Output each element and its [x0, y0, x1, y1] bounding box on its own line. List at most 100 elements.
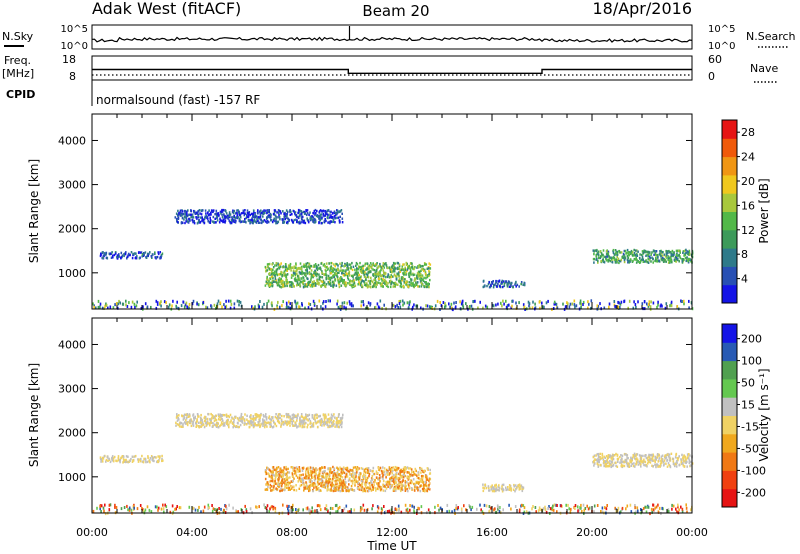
data-cell	[330, 220, 332, 222]
data-cell	[399, 280, 401, 282]
data-cell	[368, 276, 370, 278]
data-cell	[267, 265, 269, 267]
data-cell	[680, 257, 682, 259]
data-cell	[309, 263, 311, 265]
data-cell	[291, 274, 293, 276]
data-cell	[632, 260, 634, 262]
data-cell	[256, 218, 258, 220]
data-cell	[229, 215, 231, 217]
data-cell	[650, 461, 652, 463]
data-cell	[359, 277, 361, 279]
data-cell	[340, 418, 342, 420]
data-cell	[515, 484, 517, 486]
data-cell	[278, 266, 280, 268]
data-cell	[362, 488, 364, 490]
data-cell	[292, 266, 294, 268]
data-cell	[356, 481, 358, 483]
data-cell	[271, 485, 273, 487]
data-cell	[213, 221, 215, 223]
data-cell	[292, 418, 294, 420]
data-cell	[359, 266, 361, 268]
data-cell	[289, 476, 291, 478]
data-cell	[338, 478, 340, 480]
data-cell	[385, 490, 387, 492]
data-cell	[308, 477, 310, 479]
data-cell	[269, 268, 271, 270]
data-cell	[280, 278, 282, 280]
colorbar-segment	[722, 212, 737, 231]
data-cell	[273, 488, 275, 490]
data-cell	[329, 278, 331, 280]
data-cell	[118, 457, 120, 459]
data-cell	[164, 300, 166, 303]
data-cell	[423, 470, 425, 472]
data-cell	[282, 421, 284, 423]
data-cell	[184, 222, 186, 224]
data-cell	[269, 475, 271, 477]
data-cell	[341, 209, 343, 211]
data-cell	[364, 483, 366, 485]
data-cell	[638, 463, 640, 465]
data-cell	[301, 268, 303, 270]
data-cell	[444, 302, 446, 305]
data-cell	[279, 413, 281, 415]
data-cell	[198, 415, 200, 417]
data-cell	[312, 484, 314, 486]
data-cell	[211, 305, 213, 308]
data-cell	[381, 486, 383, 488]
data-cell	[276, 425, 278, 427]
data-cell	[428, 286, 430, 288]
data-cell	[374, 473, 376, 475]
data-cell	[671, 301, 673, 304]
data-cell	[258, 414, 260, 416]
data-cell	[272, 285, 274, 287]
data-cell	[286, 281, 288, 283]
data-cell	[376, 269, 378, 271]
data-cell	[274, 480, 276, 482]
data-cell	[336, 285, 338, 287]
data-cell	[254, 422, 256, 424]
data-cell	[655, 466, 657, 468]
data-cell	[621, 251, 623, 253]
data-cell	[273, 421, 275, 423]
data-cell	[324, 482, 326, 484]
data-cell	[184, 414, 186, 416]
data-cell	[264, 219, 266, 221]
data-cell	[393, 474, 395, 476]
data-cell	[386, 471, 388, 473]
nsearch-label: N.Search	[746, 30, 796, 43]
data-cell	[618, 306, 620, 309]
data-cell	[322, 475, 324, 477]
data-cell	[505, 487, 507, 489]
data-cell	[288, 264, 290, 266]
data-cell	[345, 282, 347, 284]
data-cell	[93, 306, 95, 309]
data-cell	[298, 209, 300, 211]
data-cell	[275, 416, 277, 418]
nave-tick-bottom: 0	[708, 70, 715, 83]
data-cell	[266, 269, 268, 271]
data-cell	[633, 249, 635, 251]
data-cell	[216, 419, 218, 421]
colorbar-segment	[722, 120, 737, 139]
data-cell	[295, 279, 297, 281]
data-cell	[508, 304, 510, 307]
data-cell	[405, 490, 407, 492]
data-cell	[264, 421, 266, 423]
data-cell	[316, 279, 318, 281]
data-cell	[409, 475, 411, 477]
data-cell	[277, 274, 279, 276]
data-cell	[515, 302, 517, 305]
data-cell	[424, 263, 426, 265]
data-cell	[280, 468, 282, 470]
data-cell	[331, 414, 333, 416]
data-cell	[306, 217, 308, 219]
data-cell	[201, 209, 203, 211]
colorbar-tick-label: 16	[741, 199, 755, 212]
data-cell	[673, 458, 675, 460]
data-cell	[497, 303, 499, 306]
data-cell	[295, 267, 297, 269]
data-cell	[422, 482, 424, 484]
data-cell	[391, 265, 393, 267]
data-cell	[187, 220, 189, 222]
